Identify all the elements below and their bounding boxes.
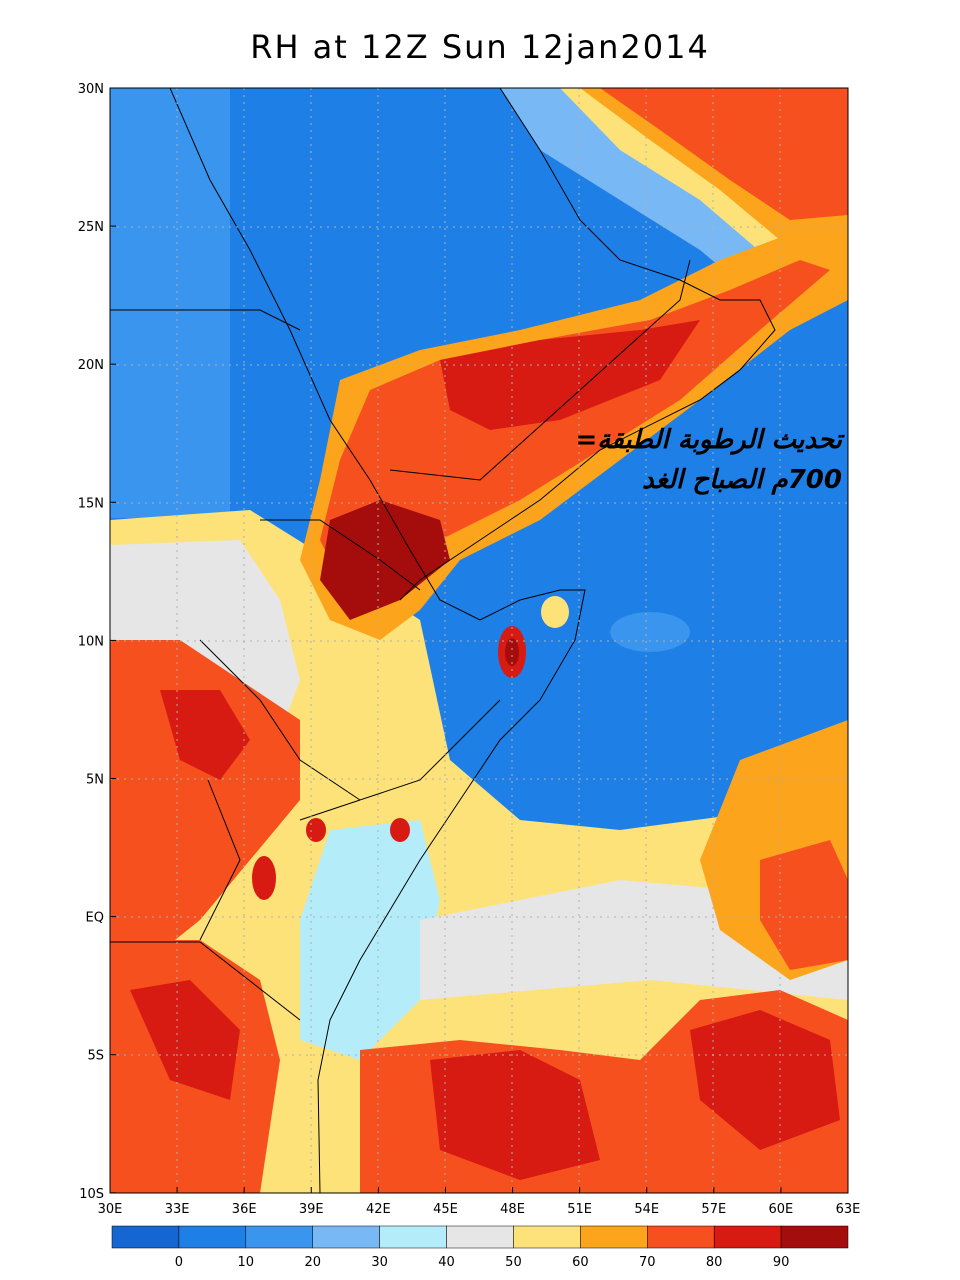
lon-tick-label: 60E: [769, 1202, 794, 1217]
lat-tick-label: EQ: [86, 911, 104, 926]
humidity-field: [110, 88, 848, 1193]
colorbar-swatch: [379, 1225, 447, 1249]
colorbar-swatch: [245, 1225, 313, 1249]
colorbar-label: 80: [706, 1255, 723, 1270]
colorbar-label: 90: [773, 1255, 790, 1270]
lat-tick-label: 15N: [78, 496, 104, 511]
coastlines: [110, 88, 776, 1193]
colorbar-label: 10: [238, 1255, 255, 1270]
colorbar-swatch: [647, 1225, 715, 1249]
lat-tick-label: 10N: [78, 634, 104, 649]
colorbar-label: 60: [572, 1255, 589, 1270]
colorbar-label: 40: [438, 1255, 455, 1270]
lat-tick-label: 5N: [86, 773, 104, 788]
arabic-annotation: تحديث الرطوبة الطبقة= 700م الصباح الغد: [575, 420, 842, 500]
colorbar: 0 10 20 30 40 50 60 70 80 90: [111, 1225, 849, 1270]
annotation-line-2: 700م الصباح الغد: [641, 465, 842, 495]
colorbar-label: 30: [371, 1255, 388, 1270]
lon-tick-label: 54E: [634, 1202, 659, 1217]
colorbar-label: 50: [505, 1255, 522, 1270]
colorbar-swatch: [446, 1225, 514, 1249]
lon-tick-label: 57E: [701, 1202, 726, 1217]
lon-tick-label: 39E: [299, 1202, 324, 1217]
lon-tick-label: 63E: [836, 1202, 861, 1217]
longitude-axis: 30E 33E 36E 39E 42E 45E 48E 51E 54E 57E 60E 63E: [98, 1187, 861, 1217]
colorbar-label: 20: [304, 1255, 321, 1270]
colorbar-swatch: [111, 1225, 180, 1249]
map-title: RH at 12Z Sun 12jan2014: [250, 28, 710, 66]
lon-tick-label: 45E: [433, 1202, 458, 1217]
annotation-line-1: تحديث الرطوبة الطبقة=: [575, 425, 842, 455]
colorbar-label: 70: [639, 1255, 656, 1270]
lon-tick-label: 36E: [232, 1202, 257, 1217]
colorbar-swatch: [780, 1225, 849, 1249]
lon-tick-label: 30E: [98, 1202, 123, 1217]
latitude-axis: 30N 25N 20N 15N 10N 5N EQ 5S 10S: [78, 82, 116, 1202]
colorbar-label: 0: [175, 1255, 183, 1270]
colorbar-swatch: [580, 1225, 648, 1249]
lon-tick-label: 42E: [366, 1202, 391, 1217]
lat-tick-label: 20N: [78, 358, 104, 373]
colorbar-swatch: [312, 1225, 380, 1249]
colorbar-swatch: [513, 1225, 581, 1249]
lat-tick-label: 5S: [87, 1049, 104, 1064]
lat-tick-label: 30N: [78, 82, 104, 97]
colorbar-swatch: [713, 1225, 782, 1249]
colorbar-swatch: [178, 1225, 247, 1249]
lon-tick-label: 48E: [500, 1202, 525, 1217]
lat-tick-label: 25N: [78, 220, 104, 235]
lat-tick-label: 10S: [79, 1187, 104, 1202]
lon-tick-label: 33E: [165, 1202, 190, 1217]
lon-tick-label: 51E: [567, 1202, 592, 1217]
